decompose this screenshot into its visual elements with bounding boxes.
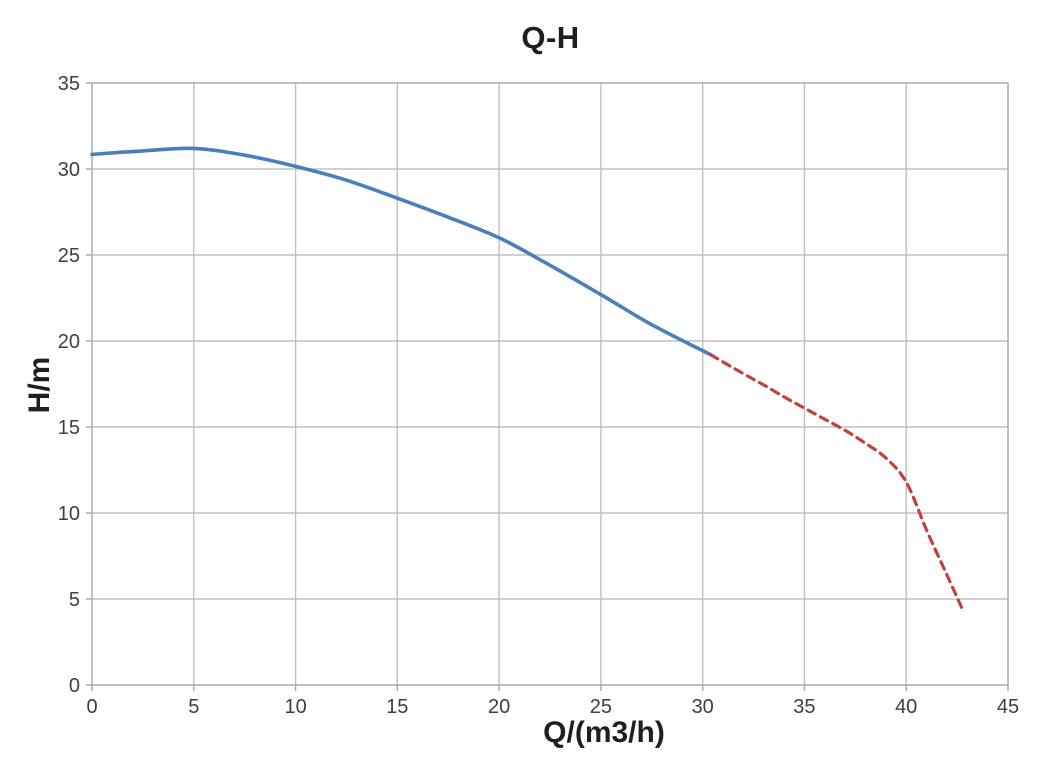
plot-border — [91, 82, 1009, 686]
x-tick-label: 10 — [284, 696, 306, 718]
y-tick-label: 15 — [58, 417, 80, 439]
y-tick-label: 5 — [69, 589, 80, 611]
x-tick-label: 20 — [488, 696, 510, 718]
y-tick-label: 35 — [58, 73, 80, 95]
x-tick-label: 45 — [997, 696, 1019, 718]
x-tick-label: 30 — [692, 696, 714, 718]
series-curve-solid-segment — [90, 146, 713, 357]
series-curve-dashed-segment — [709, 353, 965, 613]
x-tick-label: 5 — [188, 696, 199, 718]
y-tick-label: 20 — [58, 331, 80, 353]
x-tick-label: 40 — [895, 696, 917, 718]
x-tick-label: 0 — [86, 696, 97, 718]
y-tick-label: 30 — [58, 159, 80, 181]
x-axis-title: Q/(m3/h) — [543, 716, 665, 749]
y-tick-label: 10 — [58, 503, 80, 525]
chart-title: Q-H — [521, 20, 580, 55]
x-tick-label: 25 — [590, 696, 612, 718]
y-tick-label: 25 — [58, 245, 80, 267]
x-tick-label: 15 — [386, 696, 408, 718]
y-tick-label: 0 — [69, 675, 80, 697]
x-tick-label: 35 — [793, 696, 815, 718]
